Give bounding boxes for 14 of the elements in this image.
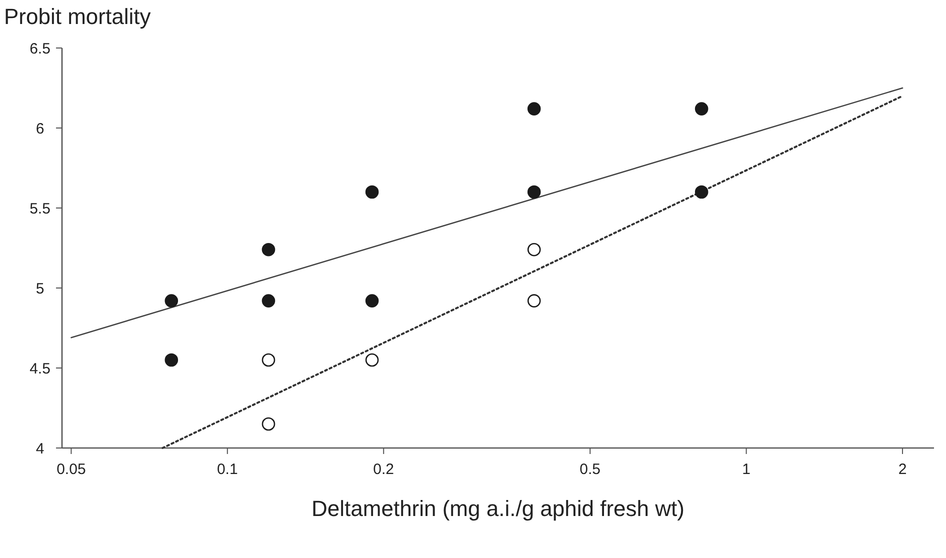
x-tick-label: 0.1 <box>216 461 238 478</box>
y-tick-label: 6 <box>36 120 44 138</box>
x-tick-label: 0.5 <box>580 461 601 478</box>
x-tick-label: 2 <box>898 461 907 478</box>
y-tick-label: 5.5 <box>30 200 50 218</box>
x-tick-label: 0.05 <box>56 461 86 478</box>
x-tick-label: 0.2 <box>373 461 394 478</box>
y-tick-label: 4 <box>36 440 44 458</box>
y-axis-title: Probit mortality <box>4 4 151 29</box>
y-tick-label: 4.5 <box>30 360 50 378</box>
x-axis-title: Deltamethrin (mg a.i./g aphid fresh wt) <box>312 496 684 521</box>
y-tick-label: 6.5 <box>30 40 50 58</box>
y-tick-label: 5 <box>36 280 44 298</box>
x-tick-label: 1 <box>742 461 750 478</box>
